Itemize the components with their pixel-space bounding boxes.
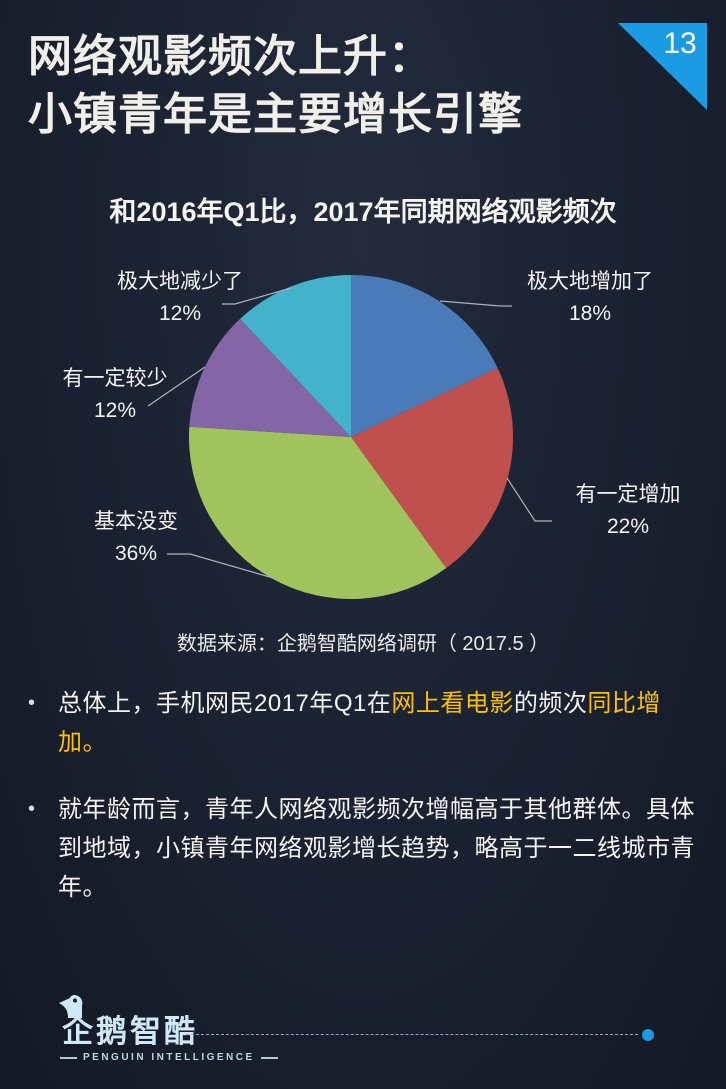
dash-decoration-left: [60, 1056, 77, 1059]
footer-line-dot: [642, 1029, 654, 1041]
bullet-list: • 总体上，手机网民2017年Q1在网上看电影的频次同比增加。 • 就年龄而言，青年人…: [28, 684, 706, 935]
pie-label-value: 22%: [606, 515, 650, 538]
pie-label-4: 极大地减少了 12%: [117, 266, 243, 330]
chart-title: 和2016年Q1比，2017年同期网络观影频次: [109, 197, 617, 227]
pie-label-value: 18%: [568, 302, 612, 325]
leader-line-4: [222, 287, 292, 305]
pie-label-value: 36%: [114, 542, 158, 565]
page-corner-triangle: [618, 23, 707, 110]
page-number: 13: [663, 27, 697, 60]
pie-label-value: 12%: [158, 302, 202, 325]
penguin-logo-icon: [59, 994, 83, 1018]
bullet-item-1: • 就年龄而言，青年人网络观影频次增幅高于其他群体。具体到地域，小镇青年网络观影增…: [28, 790, 706, 907]
footer-dotted-line: [186, 1034, 638, 1035]
leader-line-3: [147, 366, 206, 407]
pie-label-3: 有一定较少 12%: [63, 363, 168, 427]
pie-label-name: 有一定较少: [62, 367, 168, 390]
pie-slice-4: [240, 275, 351, 437]
highlight-text: 同比增加。: [58, 690, 661, 756]
pie-label-name: 极大地减少了: [117, 270, 243, 293]
bullet-item-0: • 总体上，手机网民2017年Q1在网上看电影的频次同比增加。: [28, 684, 706, 762]
footer-logo-subtitle: PENGUIN INTELLIGENCE: [60, 1052, 278, 1063]
pie-label-name: 有一定增加: [575, 483, 681, 506]
plain-text: 就年龄而言，青年人网络观影频次增幅高于其他群体。具体到地域，小镇青年网络观影增长…: [58, 796, 695, 901]
dash-decoration-right: [260, 1056, 278, 1059]
bullet-text: 总体上，手机网民2017年Q1在网上看电影的频次同比增加。: [58, 684, 706, 762]
slide-title-line1: 网络观影频次上升：: [28, 32, 433, 81]
pie-slice-2: [188, 426, 447, 600]
pie-label-value: 12%: [93, 399, 137, 422]
pie-label-0: 极大地增加了 18%: [527, 266, 653, 330]
bullet-marker: •: [28, 692, 36, 714]
slide-title: 网络观影频次上升： 小镇青年是主要增长引擎: [28, 28, 523, 144]
bullet-marker: •: [28, 798, 36, 820]
leader-line-1: [506, 477, 552, 522]
pie-slice-1: [351, 368, 514, 569]
plain-text: 的频次: [513, 690, 588, 717]
slide-title-line2: 小镇青年是主要增长引擎: [28, 90, 523, 139]
pie-label-name: 基本没变: [94, 510, 178, 533]
leader-line-0: [439, 300, 512, 307]
pie-label-2: 基本没变 36%: [94, 506, 178, 570]
leader-line-2: [167, 553, 274, 579]
footer-logo-text: 企鹅智酷: [62, 1014, 198, 1049]
plain-text: 总体上，手机网民2017年Q1在: [58, 690, 392, 717]
pie-slice-3: [189, 318, 351, 437]
pie-label-1: 有一定增加 22%: [576, 479, 681, 543]
data-source-note: 数据来源：企鹅智酷网络调研（ 2017.5 ）: [176, 633, 550, 655]
bullet-text: 就年龄而言，青年人网络观影频次增幅高于其他群体。具体到地域，小镇青年网络观影增长…: [58, 790, 706, 907]
footer-logo-subtext: PENGUIN INTELLIGENCE: [83, 1052, 255, 1063]
highlight-text: 网上看电影: [391, 690, 514, 717]
pie-label-name: 极大地增加了: [527, 270, 653, 293]
pie-slice-0: [351, 275, 498, 437]
